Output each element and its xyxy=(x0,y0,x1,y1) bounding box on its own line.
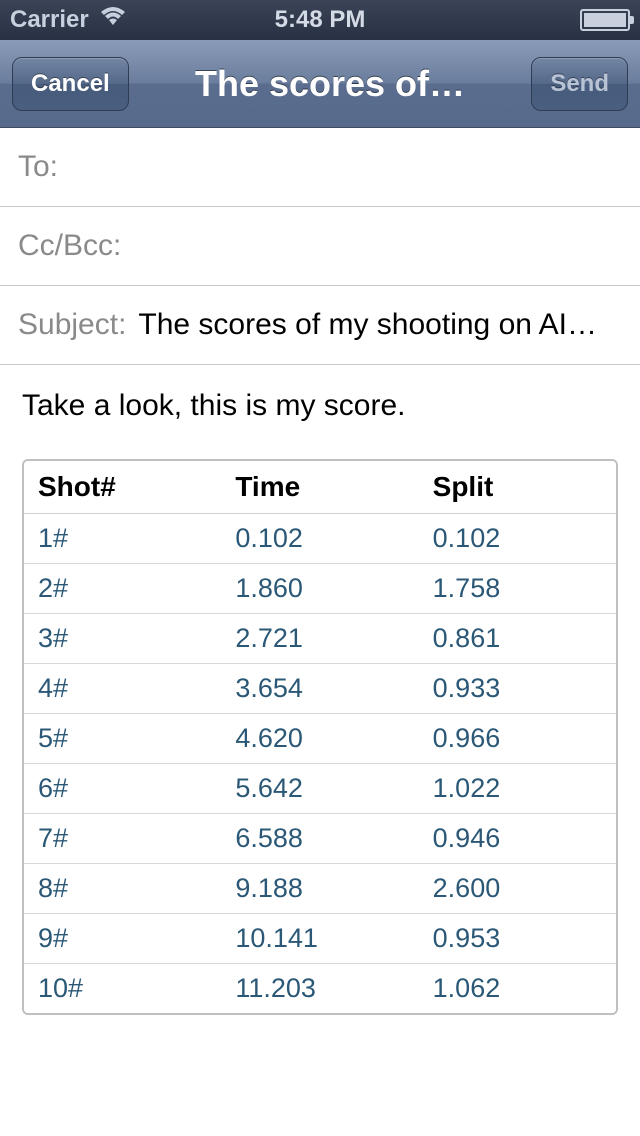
cell-time: 4.620 xyxy=(221,714,418,764)
score-table: Shot# Time Split 1# 0.102 0.102 2# 1.860… xyxy=(22,459,618,1015)
subject-field-row[interactable]: Subject: The scores of my shooting on AI… xyxy=(0,286,640,365)
wifi-icon xyxy=(99,6,127,34)
subject-input[interactable]: The scores of my shooting on AI… xyxy=(138,308,622,342)
battery-icon xyxy=(580,9,630,31)
cell-time: 6.588 xyxy=(221,814,418,864)
cancel-button[interactable]: Cancel xyxy=(12,57,129,111)
ccbcc-field-row[interactable]: Cc/Bcc: xyxy=(0,207,640,286)
cell-split: 0.102 xyxy=(419,514,616,564)
status-left: Carrier xyxy=(10,6,127,34)
table-header-row: Shot# Time Split xyxy=(24,461,616,514)
cell-shot: 3# xyxy=(24,614,221,664)
table-row: 3# 2.721 0.861 xyxy=(24,614,616,664)
table-header-shot: Shot# xyxy=(24,461,221,514)
cell-time: 3.654 xyxy=(221,664,418,714)
table-row: 10# 11.203 1.062 xyxy=(24,964,616,1013)
email-body[interactable]: Take a look, this is my score. Shot# Tim… xyxy=(0,365,640,1039)
ccbcc-label: Cc/Bcc: xyxy=(18,229,121,263)
to-field-row[interactable]: To: xyxy=(0,128,640,207)
table-body: 1# 0.102 0.102 2# 1.860 1.758 3# 2.721 0… xyxy=(24,514,616,1013)
cell-shot: 4# xyxy=(24,664,221,714)
cell-shot: 10# xyxy=(24,964,221,1013)
cell-shot: 7# xyxy=(24,814,221,864)
compose-fields: To: Cc/Bcc: Subject: The scores of my sh… xyxy=(0,128,640,365)
table-header-split: Split xyxy=(419,461,616,514)
cell-time: 11.203 xyxy=(221,964,418,1013)
table-row: 7# 6.588 0.946 xyxy=(24,814,616,864)
table-row: 2# 1.860 1.758 xyxy=(24,564,616,614)
cell-split: 1.062 xyxy=(419,964,616,1013)
to-label: To: xyxy=(18,150,58,184)
cell-time: 1.860 xyxy=(221,564,418,614)
cell-shot: 9# xyxy=(24,914,221,964)
carrier-label: Carrier xyxy=(10,6,89,34)
to-input[interactable] xyxy=(70,150,622,184)
status-bar: Carrier 5:48 PM xyxy=(0,0,640,40)
table-row: 6# 5.642 1.022 xyxy=(24,764,616,814)
cell-split: 0.953 xyxy=(419,914,616,964)
cell-time: 10.141 xyxy=(221,914,418,964)
table-header-time: Time xyxy=(221,461,418,514)
status-time: 5:48 PM xyxy=(275,6,366,34)
cell-split: 1.022 xyxy=(419,764,616,814)
body-text: Take a look, this is my score. xyxy=(22,389,618,423)
nav-title: The scores of… xyxy=(129,63,532,105)
table-row: 4# 3.654 0.933 xyxy=(24,664,616,714)
cell-shot: 5# xyxy=(24,714,221,764)
cell-split: 0.946 xyxy=(419,814,616,864)
cell-time: 0.102 xyxy=(221,514,418,564)
cell-time: 2.721 xyxy=(221,614,418,664)
table-row: 1# 0.102 0.102 xyxy=(24,514,616,564)
cell-shot: 2# xyxy=(24,564,221,614)
cell-split: 1.758 xyxy=(419,564,616,614)
cell-shot: 8# xyxy=(24,864,221,914)
cell-shot: 6# xyxy=(24,764,221,814)
cell-time: 9.188 xyxy=(221,864,418,914)
nav-bar: Cancel The scores of… Send xyxy=(0,40,640,128)
send-button[interactable]: Send xyxy=(531,57,628,111)
cell-split: 2.600 xyxy=(419,864,616,914)
table-row: 5# 4.620 0.966 xyxy=(24,714,616,764)
table-row: 8# 9.188 2.600 xyxy=(24,864,616,914)
cell-shot: 1# xyxy=(24,514,221,564)
cell-split: 0.966 xyxy=(419,714,616,764)
ccbcc-input[interactable] xyxy=(133,229,622,263)
cell-time: 5.642 xyxy=(221,764,418,814)
table-row: 9# 10.141 0.953 xyxy=(24,914,616,964)
cell-split: 0.861 xyxy=(419,614,616,664)
status-right xyxy=(580,9,630,31)
cell-split: 0.933 xyxy=(419,664,616,714)
subject-label: Subject: xyxy=(18,308,126,342)
